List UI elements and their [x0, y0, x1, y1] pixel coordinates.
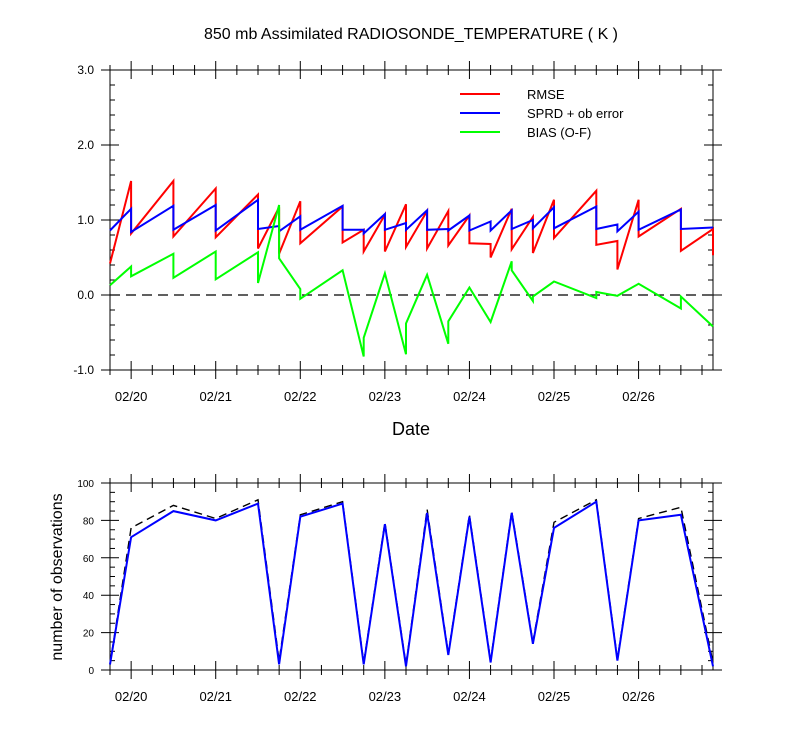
x-axis-label: Date [392, 419, 430, 439]
y-tick-label: 0.0 [77, 288, 94, 302]
series-line-assimilated-observations [109, 500, 714, 667]
x-tick-label: 02/26 [622, 389, 655, 404]
x-tick-label: 02/21 [199, 689, 232, 704]
y-tick-label: 80 [83, 516, 95, 527]
y-tick-label: 100 [77, 479, 94, 490]
y-tick-label: 20 [83, 629, 95, 640]
x-tick-label: 02/24 [453, 389, 486, 404]
legend-label: RMSE [527, 87, 565, 102]
y-tick-label: 0 [88, 666, 94, 677]
y-tick-label: 1.0 [77, 213, 94, 227]
x-tick-label: 02/21 [199, 389, 232, 404]
x-tick-label: 02/26 [622, 689, 655, 704]
plot-panel-2: 0 20 40 60 80 100 02/20 02/21 02/22 02/23 02/24 02/… [77, 474, 722, 704]
y-axis-label-observations: number of observations [49, 493, 66, 660]
x-tick-label: 02/22 [284, 389, 317, 404]
x-tick-label: 02/23 [369, 389, 402, 404]
x-tick-label: 02/22 [284, 689, 317, 704]
x-tick-label: 02/20 [115, 689, 148, 704]
series-line-possible-observations [109, 498, 714, 665]
legend-label: SPRD + ob error [527, 106, 624, 121]
x-tick-label: 02/20 [115, 389, 148, 404]
series-line-bias-o-f [109, 204, 714, 357]
chart-title: 850 mb Assimilated RADIOSONDE_TEMPERATUR… [204, 26, 618, 43]
x-tick-label: 02/25 [538, 389, 571, 404]
x-tick-label: 02/24 [453, 689, 486, 704]
plot-panel-1: -1.0 0.0 1.0 2.0 3.0 02/20 02/21 02/22 02/23 02/2… [73, 61, 722, 404]
x-tick-label: 02/25 [538, 689, 571, 704]
y-tick-label: -1.0 [73, 363, 94, 377]
y-tick-label: 2.0 [77, 138, 94, 152]
y-tick-label: 40 [83, 591, 95, 602]
y-tick-label: 3.0 [77, 63, 94, 77]
plot-frame [109, 482, 714, 671]
series-line-sprd-ob-error [109, 197, 714, 236]
y-tick-label: 60 [83, 554, 95, 565]
x-tick-label: 02/23 [369, 689, 402, 704]
legend-label: BIAS (O-F) [527, 125, 591, 140]
